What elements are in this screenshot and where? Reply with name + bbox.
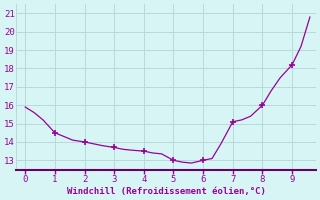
X-axis label: Windchill (Refroidissement éolien,°C): Windchill (Refroidissement éolien,°C)	[67, 187, 266, 196]
